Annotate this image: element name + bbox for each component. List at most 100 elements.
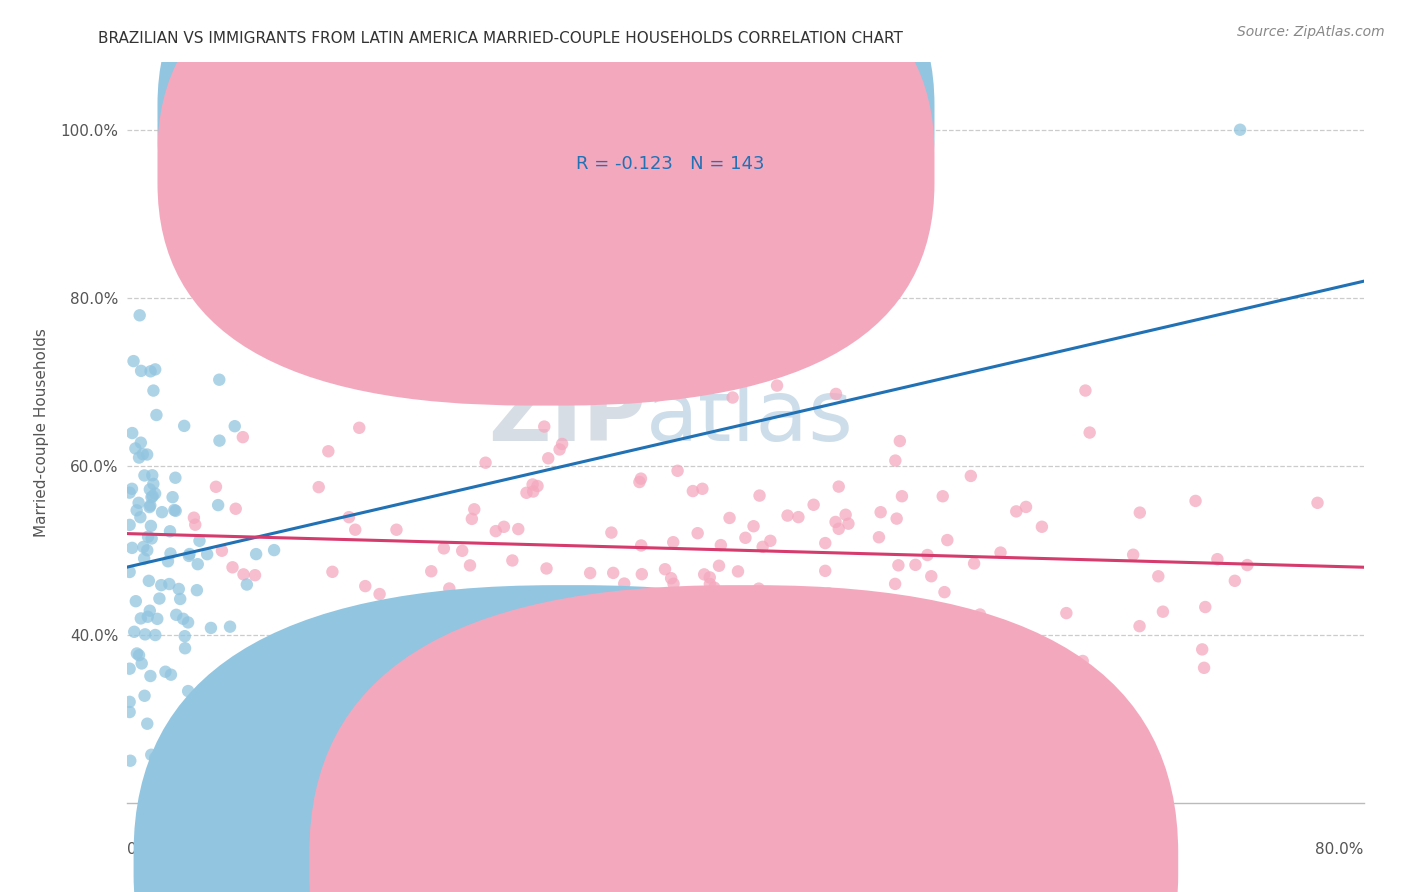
Point [232, 430, 254, 444]
Point [131, 657, 153, 671]
Point [1206, 552, 1229, 566]
Point [148, 591, 170, 606]
Point [887, 558, 910, 573]
Point [163, 503, 186, 517]
Point [526, 479, 548, 493]
Y-axis label: Married-couple Households: Married-couple Households [34, 328, 49, 537]
Point [224, 419, 246, 434]
Point [718, 511, 741, 525]
Point [155, 665, 177, 679]
Point [748, 489, 770, 503]
Point [132, 540, 155, 554]
Point [188, 533, 211, 548]
Point [405, 601, 427, 615]
Point [522, 484, 544, 499]
Point [139, 499, 162, 513]
Point [173, 418, 195, 433]
Point [828, 480, 851, 494]
Point [897, 645, 920, 659]
Text: ZIP: ZIP [488, 376, 647, 459]
Point [129, 364, 152, 378]
Point [145, 408, 167, 422]
Point [682, 484, 704, 499]
Point [219, 620, 242, 634]
Point [613, 576, 636, 591]
Point [692, 482, 714, 496]
Point [932, 489, 955, 503]
Point [1152, 605, 1174, 619]
Point [492, 520, 515, 534]
Point [173, 629, 195, 643]
Point [143, 750, 166, 764]
Point [159, 524, 181, 539]
Point [748, 582, 770, 596]
Point [666, 464, 689, 478]
Point [159, 546, 181, 560]
Point [157, 577, 180, 591]
Point [263, 543, 285, 558]
Point [138, 574, 160, 588]
Point [136, 543, 159, 558]
Point [139, 519, 162, 533]
Point [963, 557, 986, 571]
Point [150, 578, 173, 592]
Point [165, 607, 187, 622]
Point [236, 577, 259, 591]
Point [439, 582, 461, 596]
Point [630, 567, 652, 582]
Point [485, 524, 508, 538]
Point [134, 689, 156, 703]
Text: atlas: atlas [647, 376, 855, 459]
Point [1122, 548, 1144, 562]
Point [1074, 384, 1097, 398]
Point [160, 667, 183, 681]
Point [368, 587, 391, 601]
Point [200, 621, 222, 635]
Point [211, 543, 233, 558]
Point [922, 697, 945, 711]
Point [129, 435, 152, 450]
Point [179, 547, 201, 561]
Point [548, 712, 571, 726]
Point [172, 612, 194, 626]
Point [121, 482, 143, 496]
Point [659, 571, 682, 585]
Point [889, 434, 911, 448]
Point [628, 475, 651, 489]
Point [891, 489, 914, 503]
Text: 80.0%: 80.0% [1316, 842, 1364, 856]
Point [208, 373, 231, 387]
Point [451, 543, 474, 558]
Point [165, 504, 187, 518]
Point [128, 450, 150, 465]
Point [118, 695, 141, 709]
Point [662, 576, 685, 591]
Point [136, 716, 159, 731]
Point [128, 308, 150, 322]
Point [868, 530, 890, 544]
Point [787, 510, 810, 524]
Point [318, 444, 340, 458]
Point [1236, 558, 1258, 572]
Point [648, 607, 671, 621]
Point [195, 547, 218, 561]
Point [803, 498, 825, 512]
Point [174, 641, 197, 656]
Point [610, 712, 633, 726]
Point [776, 508, 799, 523]
Point [693, 567, 716, 582]
Point [186, 583, 208, 598]
Point [699, 577, 721, 591]
Point [129, 510, 152, 524]
Text: Brazilians: Brazilians [585, 856, 659, 871]
Point [122, 354, 145, 368]
Point [165, 471, 187, 485]
Point [232, 567, 254, 582]
Point [536, 561, 558, 575]
Point [122, 624, 145, 639]
Point [205, 480, 228, 494]
Point [934, 585, 956, 599]
Point [1054, 606, 1077, 620]
Point [905, 601, 928, 615]
Point [917, 548, 939, 562]
